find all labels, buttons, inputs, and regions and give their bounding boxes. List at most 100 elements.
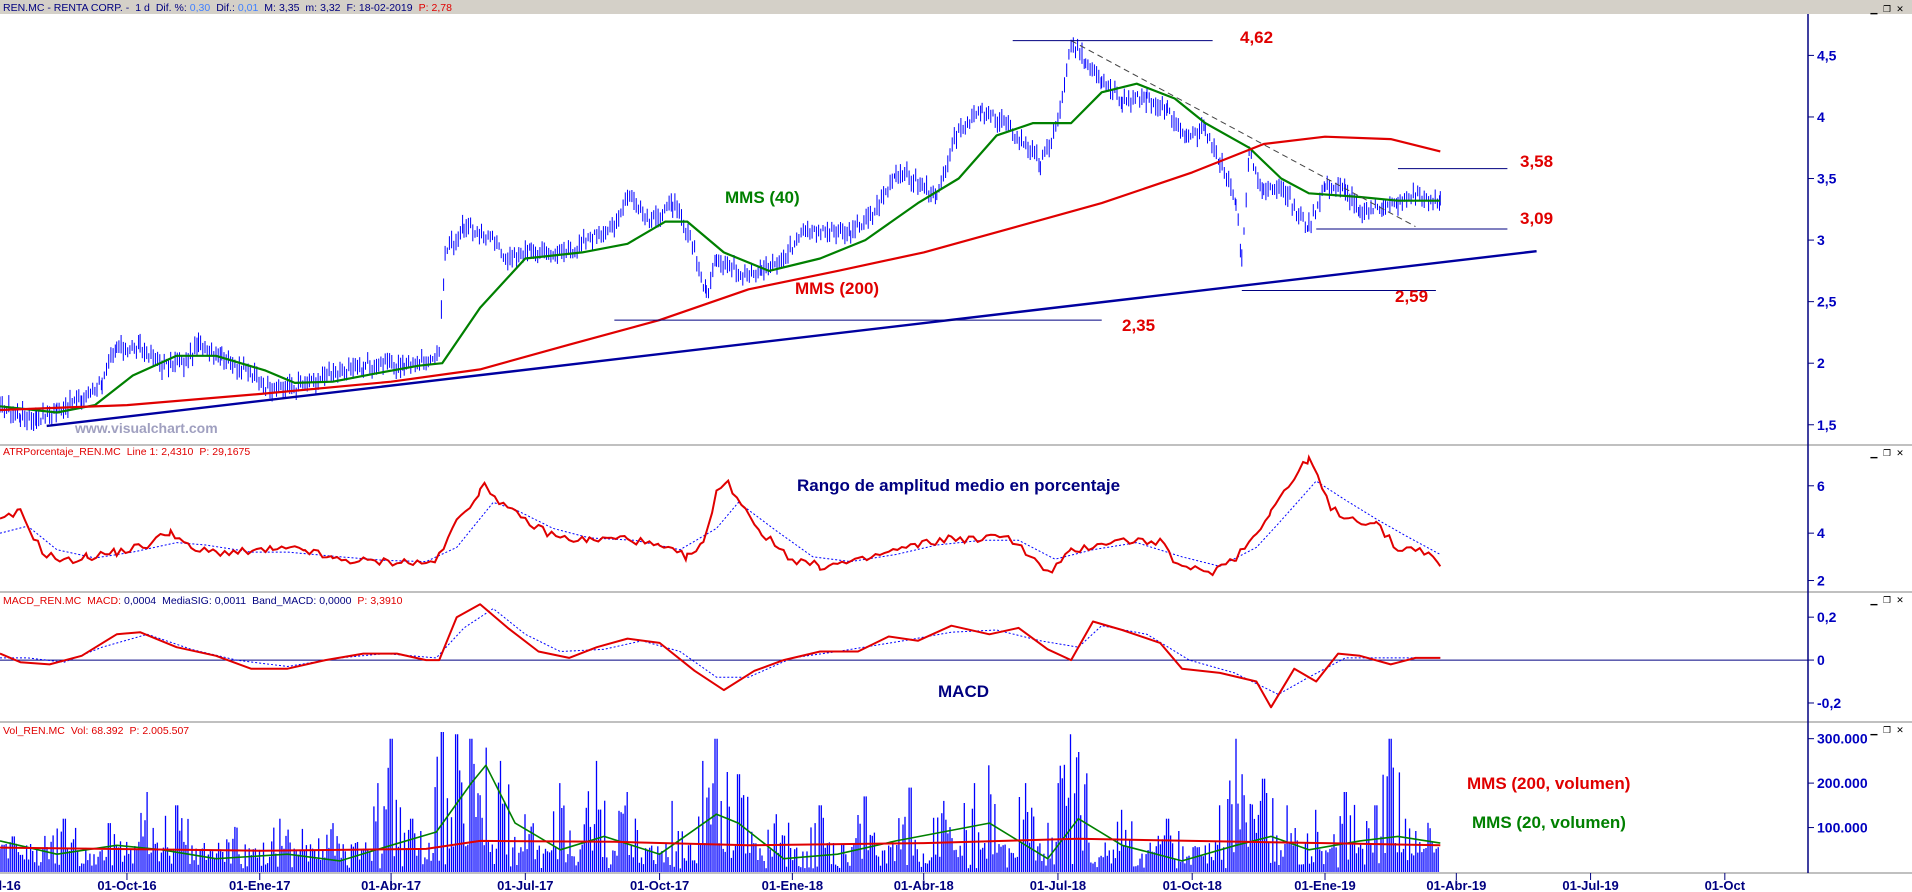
x-tick-label: 01-Jul-18 [1030, 878, 1086, 892]
header-field: 2,78 [432, 2, 453, 14]
header-field: Dif.: [216, 2, 235, 14]
level-label: 2,35 [1122, 316, 1155, 335]
header-field: 3,35 [279, 2, 300, 14]
vol-minimize-button[interactable]: ▁ [1870, 726, 1879, 736]
price-ma-line [0, 135, 1441, 412]
macd-signal-line [0, 608, 1441, 695]
atr-title: Rango de amplitud medio en porcentaje [797, 476, 1120, 495]
x-tick-label: 01-Ene-18 [762, 878, 823, 892]
trendline [1070, 40, 1416, 227]
y-tick-label: 4 [1817, 525, 1825, 541]
volume-bars [0, 732, 1439, 872]
header-field: 0,0004 [124, 595, 156, 607]
vol-restore-button[interactable]: ❐ [1883, 726, 1891, 736]
header-field: 0,01 [238, 2, 259, 14]
price-ma-line [0, 82, 1441, 414]
y-tick-label: 0,2 [1817, 609, 1837, 625]
header-field: 2,4310 [161, 446, 193, 458]
price-bars [0, 37, 1441, 431]
x-tick-label: 01-Oct-16 [97, 878, 156, 892]
macd-minimize-button[interactable]: ▁ [1870, 596, 1879, 606]
header-field: MACD_REN.MC [3, 595, 82, 607]
y-tick-label: 4,5 [1817, 47, 1837, 63]
x-tick-label: 01-Ene-17 [229, 878, 290, 892]
level-label: 3,09 [1520, 209, 1553, 228]
header-field: 68.392 [91, 725, 123, 737]
price-minimize-button[interactable]: ▁ [1870, 5, 1879, 15]
x-tick-label: 01-Ene-19 [1294, 878, 1355, 892]
header-field: F: [347, 2, 356, 14]
macd-restore-button[interactable]: ❐ [1883, 596, 1891, 606]
x-tick-label: 01-Abr-17 [361, 878, 421, 892]
y-tick-label: 6 [1817, 478, 1825, 494]
y-tick-label: 100.000 [1817, 820, 1868, 836]
x-tick-label: 01-Jul-19 [1562, 878, 1618, 892]
x-tick-label: 01-Jul-17 [497, 878, 553, 892]
atr-restore-button[interactable]: ❐ [1883, 449, 1891, 459]
atr-minimize-button[interactable]: ▁ [1870, 449, 1879, 459]
price-restore-button[interactable]: ❐ [1883, 5, 1891, 15]
header-field: 29,1675 [212, 446, 250, 458]
price-header-bar [0, 0, 1912, 14]
header-field: 1 d [135, 2, 150, 14]
y-tick-label: 2 [1817, 355, 1825, 371]
header-field: 0,0011 [215, 595, 246, 607]
volume-ma20-label: MMS (20, volumen) [1472, 813, 1626, 832]
volume-ma20-line [0, 764, 1441, 862]
vol-close-button[interactable]: ✕ [1896, 726, 1904, 736]
x-tick-label: 01-Abr-19 [1426, 878, 1486, 892]
volume-ma200-label: MMS (200, volumen) [1467, 774, 1630, 793]
header-field: MACD: [87, 595, 121, 607]
y-tick-label: 2 [1817, 573, 1825, 589]
header-field: 0,0000 [319, 595, 351, 607]
macd-close-button[interactable]: ✕ [1896, 596, 1904, 606]
header-field: Vol_REN.MC [3, 725, 65, 737]
header-field: 0,30 [190, 2, 211, 14]
header-field: REN.MC - RENTA CORP. - [3, 2, 130, 14]
level-label: 4,62 [1240, 28, 1273, 47]
header-field: 2.005.507 [142, 725, 189, 737]
macd-title: MACD [938, 682, 989, 701]
x-tick-label: 01-Abr-18 [894, 878, 954, 892]
header-field: Band_MACD: [252, 595, 316, 607]
header-field: P: [419, 2, 429, 14]
y-tick-label: 2,5 [1817, 294, 1837, 310]
y-tick-label: 300.000 [1817, 731, 1868, 747]
level-label: 2,59 [1395, 287, 1428, 306]
y-tick-label: 3,5 [1817, 171, 1837, 187]
y-tick-label: 3 [1817, 232, 1825, 248]
header-field: m: [305, 2, 317, 14]
atr-header-bar [0, 445, 1912, 454]
header-field: ATRPorcentaje_REN.MC [3, 446, 121, 458]
header-field: P: [130, 725, 140, 737]
y-tick-label: 0 [1817, 652, 1825, 668]
x-tick-label: 01-Oct-18 [1163, 878, 1222, 892]
watermark: www.visualchart.com [74, 420, 218, 436]
header-field: Line 1: [127, 446, 159, 458]
y-tick-label: 1,5 [1817, 417, 1837, 433]
header-field: MediaSIG: [162, 595, 212, 607]
header-field: Vol: [71, 725, 89, 737]
header-field: 18-02-2019 [359, 2, 413, 14]
header-field: M: [264, 2, 276, 14]
level-label: 3,58 [1520, 152, 1553, 171]
x-tick-label: 01-Jul-16 [0, 878, 21, 892]
x-tick-label: 01-Oct-17 [630, 878, 689, 892]
x-tick-label: 01-Oct [1705, 878, 1746, 892]
trendline [46, 249, 1537, 428]
header-field: P: [199, 446, 209, 458]
price-close-button[interactable]: ✕ [1896, 5, 1904, 15]
atr-signal-line [0, 480, 1441, 567]
y-tick-label: -0,2 [1817, 695, 1841, 711]
atr-line [0, 454, 1442, 577]
macd-line [0, 603, 1441, 709]
y-tick-label: 4 [1817, 109, 1825, 125]
header-field: Dif. %: [156, 2, 187, 14]
mms40-label: MMS (40) [725, 188, 800, 207]
atr-close-button[interactable]: ✕ [1896, 449, 1904, 459]
volume-ma200-line [0, 837, 1441, 852]
header-field: P: [357, 595, 367, 607]
y-tick-label: 200.000 [1817, 775, 1868, 791]
header-field: 3,32 [320, 2, 341, 14]
